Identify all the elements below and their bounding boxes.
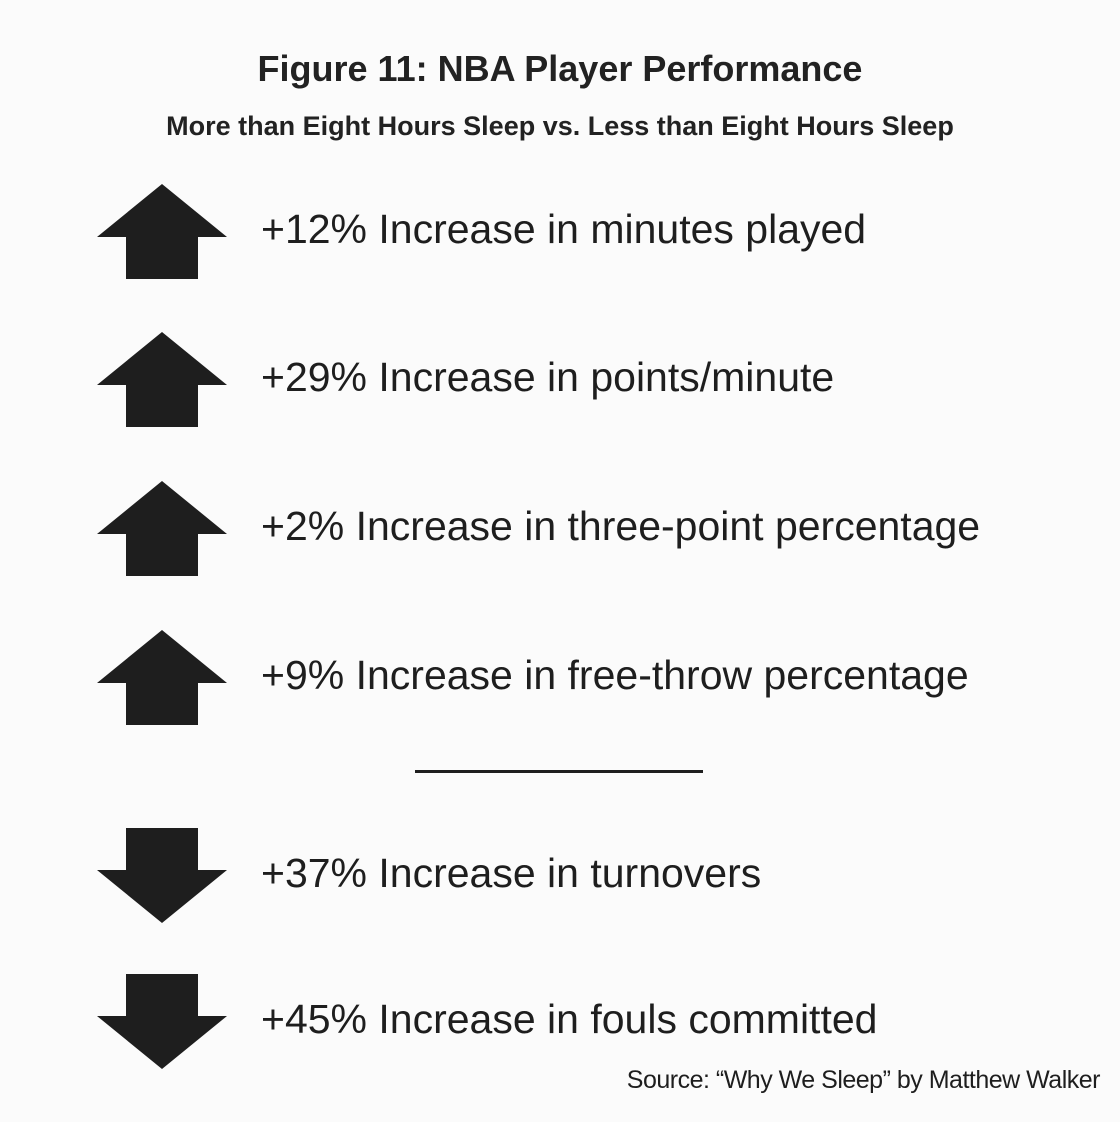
arrow-up-icon bbox=[97, 481, 227, 576]
section-divider bbox=[415, 770, 703, 773]
arrow-up-icon bbox=[97, 332, 227, 427]
stat-text: +9% Increase in free-throw percentage bbox=[261, 652, 969, 698]
stat-row-minutes-played: +12% Increase in minutes played bbox=[96, 182, 1106, 282]
stat-row-turnovers: +37% Increase in turnovers bbox=[96, 826, 1106, 926]
figure-title: Figure 11: NBA Player Performance bbox=[257, 48, 863, 89]
stat-text: +2% Increase in three-point percentage bbox=[261, 503, 981, 549]
stat-row-free-throw-percentage: +9% Increase in free-throw percentage bbox=[96, 628, 1106, 728]
arrow-up-icon bbox=[97, 184, 227, 279]
source-citation: Source: “Why We Sleep” by Matthew Walker bbox=[626, 1066, 1101, 1094]
figure-subtitle: More than Eight Hours Sleep vs. Less tha… bbox=[166, 111, 954, 141]
arrow-up-icon bbox=[97, 630, 227, 725]
stat-row-fouls-committed: +45% Increase in fouls committed bbox=[96, 972, 1106, 1072]
stat-text: +29% Increase in points/minute bbox=[261, 354, 835, 400]
stat-text: +37% Increase in turnovers bbox=[261, 850, 762, 896]
stat-text: +12% Increase in minutes played bbox=[261, 206, 867, 252]
arrow-down-icon bbox=[97, 974, 227, 1069]
arrow-down-icon bbox=[97, 828, 227, 923]
stat-text: +45% Increase in fouls committed bbox=[261, 996, 878, 1042]
stat-row-three-point-percentage: +2% Increase in three-point percentage bbox=[96, 479, 1106, 579]
stat-row-points-per-minute: +29% Increase in points/minute bbox=[96, 330, 1106, 430]
